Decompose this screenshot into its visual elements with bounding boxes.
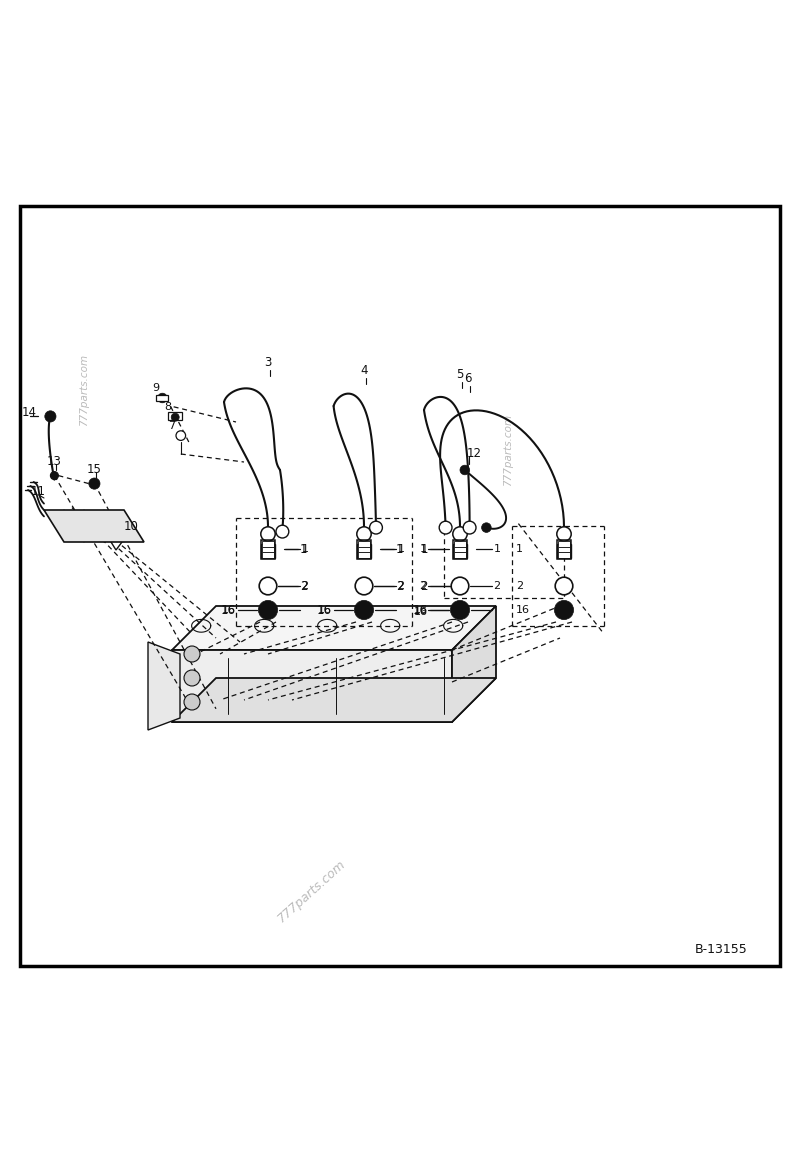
Circle shape bbox=[439, 522, 452, 534]
Text: 16: 16 bbox=[221, 604, 236, 616]
Circle shape bbox=[171, 414, 179, 421]
Circle shape bbox=[482, 523, 491, 532]
Circle shape bbox=[176, 431, 186, 441]
Text: 16: 16 bbox=[222, 605, 236, 615]
Text: 2: 2 bbox=[421, 579, 428, 593]
Circle shape bbox=[50, 471, 58, 479]
Bar bbox=[453, 544, 467, 558]
Bar bbox=[358, 552, 370, 558]
Text: 777parts.com: 777parts.com bbox=[275, 858, 349, 926]
Text: 777parts.com: 777parts.com bbox=[503, 414, 513, 486]
Text: 2: 2 bbox=[494, 581, 501, 591]
Polygon shape bbox=[96, 518, 128, 550]
Text: 2: 2 bbox=[302, 581, 309, 591]
Text: 8: 8 bbox=[164, 402, 171, 411]
Text: 2: 2 bbox=[516, 581, 523, 591]
Bar bbox=[454, 541, 466, 547]
Text: 1: 1 bbox=[300, 543, 307, 556]
Text: 16: 16 bbox=[414, 605, 428, 615]
Bar bbox=[454, 547, 466, 552]
Circle shape bbox=[463, 522, 476, 534]
Bar bbox=[261, 539, 275, 559]
Circle shape bbox=[355, 577, 373, 595]
Polygon shape bbox=[452, 606, 496, 722]
Circle shape bbox=[370, 522, 382, 534]
Circle shape bbox=[557, 526, 571, 541]
Text: 1: 1 bbox=[398, 544, 405, 554]
Text: 2: 2 bbox=[300, 579, 307, 593]
Text: 1: 1 bbox=[302, 544, 309, 554]
Polygon shape bbox=[148, 642, 180, 730]
Circle shape bbox=[451, 577, 469, 595]
Bar bbox=[558, 541, 570, 547]
Bar bbox=[358, 541, 370, 547]
Text: 11: 11 bbox=[30, 485, 46, 498]
Circle shape bbox=[276, 525, 289, 538]
Bar bbox=[453, 539, 467, 559]
Bar bbox=[558, 547, 570, 552]
Text: 777parts.com: 777parts.com bbox=[79, 354, 89, 427]
Circle shape bbox=[357, 526, 371, 541]
Text: 7: 7 bbox=[168, 421, 175, 431]
Text: 2: 2 bbox=[398, 581, 405, 591]
Bar bbox=[454, 552, 466, 558]
Circle shape bbox=[450, 600, 470, 620]
Circle shape bbox=[89, 478, 100, 489]
Text: 10: 10 bbox=[124, 519, 139, 532]
Text: 16: 16 bbox=[317, 604, 332, 616]
Bar bbox=[557, 539, 571, 559]
Text: 16: 16 bbox=[414, 607, 428, 616]
Circle shape bbox=[354, 600, 374, 620]
Text: 13: 13 bbox=[46, 455, 62, 468]
Circle shape bbox=[453, 526, 467, 541]
Bar bbox=[558, 552, 570, 558]
Text: 6: 6 bbox=[464, 372, 471, 384]
Text: 5: 5 bbox=[456, 368, 463, 381]
Text: 3: 3 bbox=[264, 355, 271, 368]
Bar bbox=[262, 541, 274, 547]
Circle shape bbox=[258, 600, 278, 620]
Text: 15: 15 bbox=[86, 463, 102, 476]
Text: 9: 9 bbox=[152, 383, 159, 394]
Circle shape bbox=[555, 577, 573, 595]
Bar bbox=[156, 395, 168, 401]
Bar bbox=[168, 413, 182, 421]
Bar bbox=[357, 539, 371, 559]
Text: B-13155: B-13155 bbox=[695, 942, 748, 955]
Text: 16: 16 bbox=[516, 605, 530, 615]
Bar bbox=[261, 544, 275, 558]
Circle shape bbox=[45, 411, 56, 422]
Text: 14: 14 bbox=[22, 406, 37, 418]
Circle shape bbox=[259, 577, 277, 595]
Polygon shape bbox=[172, 677, 496, 722]
Text: 16: 16 bbox=[318, 605, 332, 615]
Bar bbox=[358, 547, 370, 552]
Text: 1: 1 bbox=[396, 543, 403, 556]
Text: 1: 1 bbox=[421, 543, 428, 556]
Circle shape bbox=[184, 694, 200, 710]
Circle shape bbox=[554, 600, 574, 620]
Polygon shape bbox=[172, 650, 452, 722]
Circle shape bbox=[184, 646, 200, 662]
Polygon shape bbox=[172, 606, 496, 650]
Circle shape bbox=[460, 465, 470, 475]
Text: 2: 2 bbox=[419, 581, 426, 591]
Text: 1: 1 bbox=[419, 544, 426, 554]
Bar bbox=[357, 544, 371, 558]
Bar bbox=[262, 547, 274, 552]
Circle shape bbox=[261, 526, 275, 541]
Text: 1: 1 bbox=[516, 544, 523, 554]
Circle shape bbox=[184, 670, 200, 686]
Bar bbox=[557, 544, 571, 558]
Text: 1: 1 bbox=[494, 544, 501, 554]
Text: 16: 16 bbox=[413, 604, 428, 616]
Circle shape bbox=[158, 393, 167, 403]
Text: 12: 12 bbox=[466, 447, 482, 459]
Polygon shape bbox=[44, 510, 144, 541]
Text: 4: 4 bbox=[360, 363, 367, 376]
Text: 2: 2 bbox=[396, 579, 403, 593]
Bar bbox=[262, 552, 274, 558]
